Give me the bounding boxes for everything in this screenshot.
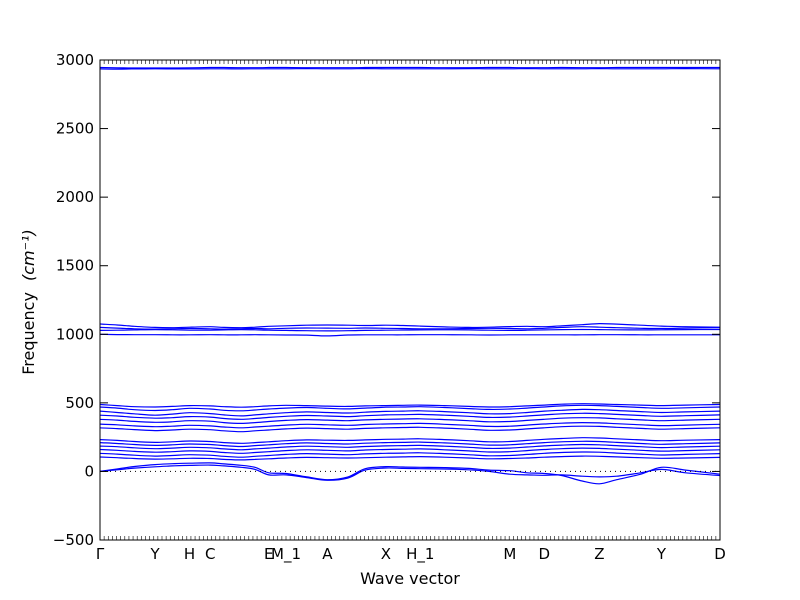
band-line-11 bbox=[99, 417, 721, 425]
x-tick-label: M bbox=[503, 545, 516, 563]
band-line-13 bbox=[99, 425, 721, 433]
y-tick-label: 500 bbox=[65, 394, 94, 412]
x-tick-label: D bbox=[714, 545, 726, 563]
y-axis-ticks: −500 0 500 1000 1500 2000 2500 3000 bbox=[53, 51, 720, 549]
y-axis-label-unit: (cm⁻¹) bbox=[19, 229, 38, 281]
x-axis-ticks: Γ Y H C EM_1 A X H_1 M D Z Y D bbox=[96, 545, 726, 564]
x-tick-label: Y bbox=[656, 545, 667, 563]
plot-frame bbox=[99, 59, 721, 541]
band-line-1 bbox=[99, 66, 720, 69]
band-line-8 bbox=[99, 404, 721, 412]
band-line-9 bbox=[99, 408, 721, 417]
band-line-5 bbox=[99, 328, 721, 332]
band-line-17 bbox=[99, 447, 721, 454]
y-tick-label: 2500 bbox=[56, 120, 94, 138]
x-tick-label: E bbox=[264, 545, 273, 563]
y-tick-label: 1000 bbox=[56, 325, 94, 343]
x-tick-label: Γ bbox=[96, 545, 105, 563]
y-tick-label: 2000 bbox=[56, 188, 94, 206]
y-axis-label-text: Frequency bbox=[19, 292, 38, 375]
x-tick-label: Z bbox=[594, 545, 604, 563]
band-line-6 bbox=[99, 333, 720, 337]
x-tick-label: A bbox=[322, 545, 333, 563]
band-line-7 bbox=[99, 403, 721, 408]
band-line-10 bbox=[99, 412, 721, 420]
band-line-18 bbox=[99, 451, 721, 458]
band-line-12 bbox=[99, 421, 721, 429]
band-line-19 bbox=[99, 455, 721, 461]
x-tick-label: D bbox=[539, 545, 551, 563]
band-line-4 bbox=[99, 326, 721, 330]
y-tick-label: 0 bbox=[84, 462, 94, 480]
x-tick-label: Y bbox=[150, 545, 161, 563]
x-tick-label: H bbox=[184, 545, 195, 563]
x-tick-label: C bbox=[205, 545, 215, 563]
x-tick-label: H_1 bbox=[406, 545, 434, 564]
band-line-21 bbox=[99, 464, 721, 481]
band-line-3 bbox=[99, 322, 721, 329]
y-tick-label: −500 bbox=[53, 531, 94, 549]
x-axis-label: Wave vector bbox=[360, 569, 460, 588]
y-tick-label: 1500 bbox=[56, 257, 94, 275]
band-line-15 bbox=[99, 440, 721, 448]
x-tick-label: X bbox=[381, 545, 391, 563]
band-line-20 bbox=[99, 462, 721, 485]
x-tick-label: M_1 bbox=[271, 545, 301, 564]
band-line-14 bbox=[99, 437, 721, 444]
band-line-16 bbox=[99, 443, 721, 451]
y-tick-label: 3000 bbox=[56, 51, 94, 69]
band-line-2 bbox=[99, 67, 721, 70]
band-lines bbox=[99, 66, 721, 485]
y-axis-label: Frequency (cm⁻¹) bbox=[19, 229, 38, 374]
